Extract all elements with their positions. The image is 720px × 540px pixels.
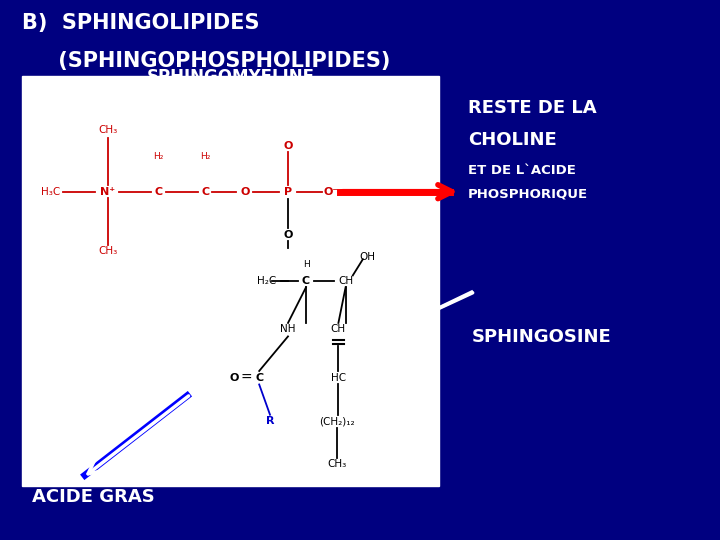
Text: C: C xyxy=(154,187,163,197)
Text: =: = xyxy=(240,371,252,385)
Text: O⁻: O⁻ xyxy=(323,187,339,197)
Text: H: H xyxy=(302,260,310,269)
Text: H₂C: H₂C xyxy=(257,276,276,286)
Text: CHOLINE: CHOLINE xyxy=(468,131,557,150)
Text: CH₃: CH₃ xyxy=(328,460,346,469)
Text: CH: CH xyxy=(330,325,346,334)
Text: ACIDE GRAS: ACIDE GRAS xyxy=(32,488,155,506)
Bar xyxy=(22,76,439,486)
Text: P: P xyxy=(284,187,292,197)
Text: ET DE L`ACIDE: ET DE L`ACIDE xyxy=(468,164,576,177)
Text: PHOSPHORIQUE: PHOSPHORIQUE xyxy=(468,188,588,201)
Text: CH₃: CH₃ xyxy=(99,125,117,134)
Text: R: R xyxy=(266,416,274,426)
Text: NH: NH xyxy=(280,325,296,334)
Text: O: O xyxy=(283,230,293,240)
Text: H₂: H₂ xyxy=(153,152,163,161)
Text: CH₃: CH₃ xyxy=(99,246,117,256)
Text: H₃C: H₃C xyxy=(41,187,60,197)
Text: O: O xyxy=(229,373,239,383)
Text: RESTE DE LA: RESTE DE LA xyxy=(468,99,597,117)
Text: C: C xyxy=(255,373,264,383)
Text: C: C xyxy=(201,187,210,197)
Text: HC: HC xyxy=(330,373,346,383)
Text: OH: OH xyxy=(359,252,375,261)
Text: (CH₂)₁₂: (CH₂)₁₂ xyxy=(319,416,355,426)
Text: SPHINGOMYELINE: SPHINGOMYELINE xyxy=(146,68,315,85)
Text: O: O xyxy=(240,187,250,197)
Text: B)  SPHINGOLIPIDES: B) SPHINGOLIPIDES xyxy=(22,14,259,33)
Text: H₂: H₂ xyxy=(200,152,210,161)
Text: N⁺: N⁺ xyxy=(100,187,116,197)
Text: (SPHINGOPHOSPHOLIPIDES): (SPHINGOPHOSPHOLIPIDES) xyxy=(22,51,390,71)
Text: O: O xyxy=(283,141,293,151)
Text: SPHINGOSINE: SPHINGOSINE xyxy=(472,328,611,347)
Text: C: C xyxy=(302,276,310,286)
Text: CH: CH xyxy=(338,276,354,286)
